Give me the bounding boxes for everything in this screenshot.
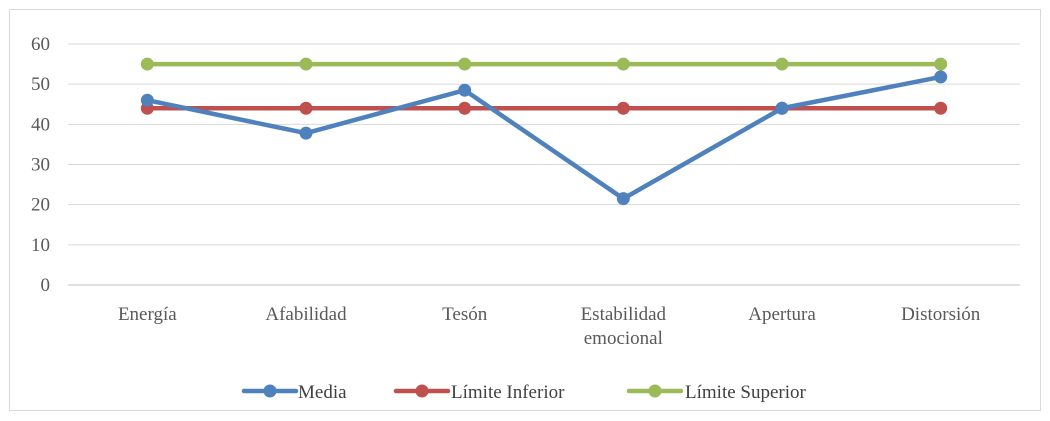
data-point: [934, 101, 948, 115]
legend-item: Límite Superior: [626, 382, 807, 403]
x-category-label-line: emocional: [584, 328, 663, 349]
x-category-label-line: Afabilidad: [265, 304, 347, 325]
data-point: [616, 192, 630, 206]
y-tick-label: 10: [31, 235, 50, 256]
y-tick-label: 60: [31, 34, 50, 55]
y-tick-label: 40: [31, 114, 50, 135]
legend-swatch-marker: [263, 384, 277, 398]
data-point: [299, 101, 313, 115]
series-1: [140, 101, 948, 115]
data-point: [458, 57, 472, 71]
data-point: [299, 126, 313, 140]
data-point: [458, 83, 472, 97]
x-axis-labels: Energía Afabilidad Tesón Estabilidad emocion…: [118, 304, 981, 349]
x-category-label: Tesón: [442, 304, 488, 325]
x-category-label-line: Apertura: [748, 304, 816, 325]
grid-lines: [68, 43, 1020, 286]
x-category-label-line: Energía: [118, 304, 177, 325]
data-point: [775, 57, 789, 71]
chart-frame: [9, 9, 1041, 411]
legend-swatch-marker: [648, 384, 662, 398]
y-tick-label: 0: [41, 275, 51, 296]
y-tick-label: 20: [31, 195, 50, 216]
y-axis-labels: 0 10 20 30 40 50 60: [31, 34, 50, 296]
data-point: [616, 101, 630, 115]
legend: Media Límite Inferior Límite Superior: [241, 382, 807, 403]
data-point: [140, 93, 154, 107]
x-category-label: Apertura: [748, 304, 816, 325]
series-0: [140, 70, 948, 206]
legend-label: Media: [298, 382, 347, 403]
data-point: [934, 70, 948, 84]
data-point: [299, 57, 313, 71]
series-2: [140, 57, 948, 71]
series-lines: [140, 57, 948, 206]
legend-item: Media: [241, 382, 347, 403]
x-category-label: Energía: [118, 304, 177, 325]
x-category-label-line: Tesón: [442, 304, 488, 325]
data-point: [458, 101, 472, 115]
x-category-label-line: Distorsión: [901, 304, 981, 325]
legend-swatch-marker: [415, 384, 429, 398]
legend-label: Límite Inferior: [451, 382, 565, 403]
x-category-label: Afabilidad: [265, 304, 347, 325]
data-point: [140, 57, 154, 71]
y-tick-label: 30: [31, 155, 50, 176]
y-tick-label: 50: [31, 74, 50, 95]
data-point: [616, 57, 630, 71]
legend-label: Límite Superior: [685, 382, 807, 403]
data-point: [934, 57, 948, 71]
legend-item: Límite Inferior: [393, 382, 565, 403]
x-category-label: Estabilidad emocional: [581, 304, 667, 349]
series-line: [145, 74, 943, 201]
x-category-label-line: Estabilidad: [581, 304, 667, 325]
x-category-label: Distorsión: [901, 304, 981, 325]
data-point: [775, 101, 789, 115]
